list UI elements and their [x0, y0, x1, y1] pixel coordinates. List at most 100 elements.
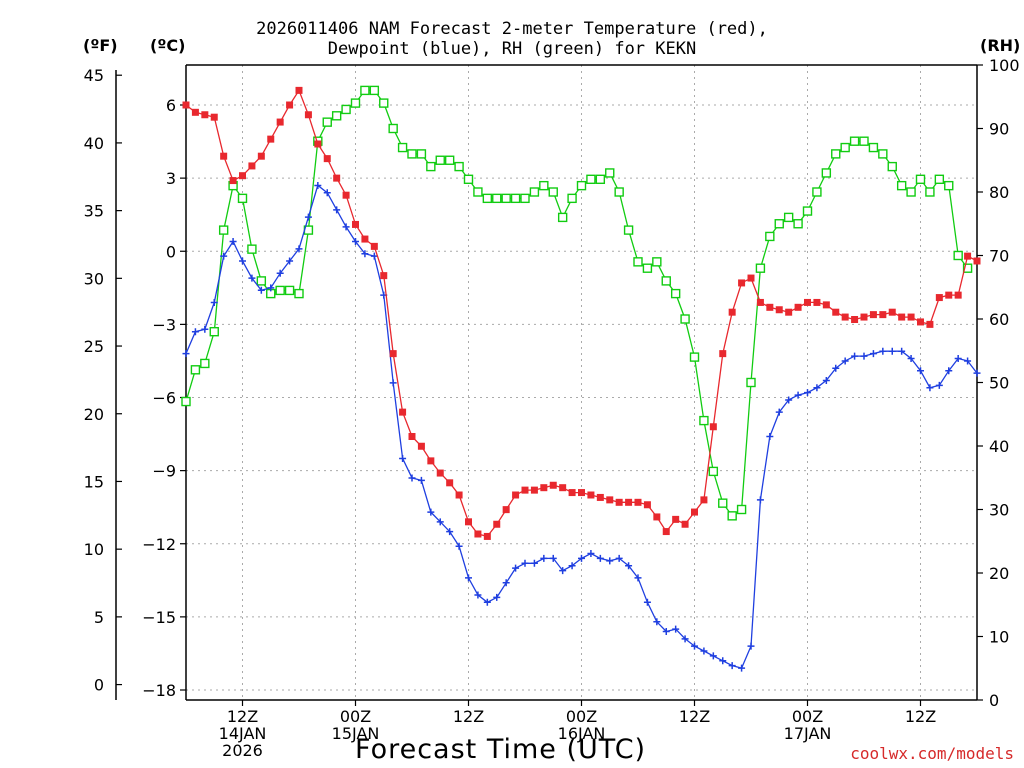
dewpoint-point [860, 352, 868, 360]
temperature-point [662, 528, 670, 536]
temperature-point [973, 257, 981, 265]
temperature-point [794, 303, 802, 311]
temperature-point [606, 496, 614, 504]
temperature-point [521, 486, 529, 494]
rh-point [746, 377, 756, 388]
temperature-point [370, 242, 378, 250]
temperature-point [493, 520, 501, 528]
temperature-point [756, 298, 764, 306]
dewpoint-point [267, 284, 275, 292]
celsius-unit-label: (ºC) [150, 36, 186, 55]
credit-link[interactable]: coolwx.com/models [850, 744, 1014, 763]
temperature-point [879, 311, 887, 319]
dewpoint-point [483, 598, 491, 606]
dewpoint-point [917, 367, 924, 375]
rh-tick-label: 80 [989, 183, 1009, 202]
temperature-point [323, 155, 331, 163]
temperature-point [625, 498, 633, 506]
temperature-point [267, 135, 275, 143]
rh-point [539, 180, 549, 191]
rh-line [185, 89, 969, 517]
rh-point [670, 288, 681, 299]
rh-tick-label: 60 [989, 310, 1009, 329]
dewpoint-point [493, 593, 501, 601]
temperature-point [304, 111, 312, 119]
temperature-point [201, 111, 209, 119]
temperature-point [465, 518, 472, 526]
dewpoint-point [700, 647, 708, 655]
dewpoint-point [681, 635, 689, 643]
rh-point [887, 161, 897, 172]
rh-point [237, 193, 248, 204]
rh-point [689, 352, 700, 362]
dewpoint-point [813, 384, 821, 392]
dewpoint-point [954, 355, 962, 362]
rh-point [463, 174, 474, 185]
temperature-point [596, 493, 604, 501]
temperature-point [917, 318, 924, 326]
rh-point [586, 174, 596, 185]
rh-point [529, 187, 540, 197]
dewpoint-point [879, 347, 887, 355]
celsius-tick-label: −6 [152, 389, 176, 408]
rh-series [181, 85, 973, 521]
rh-tick-label: 40 [989, 437, 1009, 456]
dewpoint-point [907, 355, 915, 362]
dewpoint-point [964, 357, 972, 365]
dewpoint-point [465, 574, 472, 582]
temperature-point [446, 479, 454, 487]
rh-point [944, 180, 954, 191]
temperature-point [474, 530, 482, 538]
temperature-point [417, 442, 425, 450]
rh-point [322, 117, 332, 127]
rh-point [388, 123, 398, 134]
x-tick-label: 15JAN [332, 724, 380, 743]
rh-point [849, 136, 860, 146]
x-tick-label: 2026 [222, 741, 263, 760]
fahrenheit-tick-label: 30 [84, 269, 104, 288]
x-tick-label: 00Z [566, 707, 597, 726]
rh-point [595, 174, 606, 185]
rh-point [642, 263, 653, 273]
rh-point [482, 193, 493, 204]
temperature-point [851, 316, 859, 323]
celsius-tick-label: −3 [152, 315, 176, 334]
temperature-point [738, 279, 746, 287]
dewpoint-point [568, 562, 576, 570]
dewpoint-series [182, 181, 981, 672]
x-tick-label: 12Z [227, 707, 258, 726]
temperature-point [832, 308, 840, 316]
rh-point [840, 142, 850, 153]
rh-point [812, 187, 822, 197]
rh-point [435, 155, 445, 165]
temperature-point [361, 235, 369, 243]
rh-point [934, 174, 945, 185]
celsius-tick-label: 6 [166, 96, 176, 115]
temperature-point [841, 313, 849, 321]
dewpoint-point [530, 559, 538, 567]
temperature-point [342, 191, 350, 199]
rh-point [492, 193, 502, 204]
x-tick-label: 17JAN [784, 724, 832, 743]
rh-point [407, 149, 417, 159]
temperature-point [813, 298, 821, 306]
dewpoint-point [276, 269, 284, 277]
rh-point [218, 225, 229, 235]
rh-point [633, 257, 643, 267]
rh-point [727, 511, 737, 521]
dewpoint-point [389, 379, 397, 387]
rh-point [209, 327, 219, 337]
rh-point [256, 276, 267, 286]
rh-point [247, 244, 257, 254]
dewpoint-point [888, 347, 896, 355]
rh-point [557, 212, 568, 223]
rh-point [652, 257, 662, 267]
temperature-point [587, 491, 595, 499]
rh-unit-label: (RH) [980, 36, 1021, 55]
temperature-point [455, 491, 463, 499]
fahrenheit-unit-label: (ºF) [83, 36, 118, 55]
dewpoint-point [323, 189, 331, 197]
temperature-point [210, 113, 218, 121]
dewpoint-point [766, 433, 774, 440]
